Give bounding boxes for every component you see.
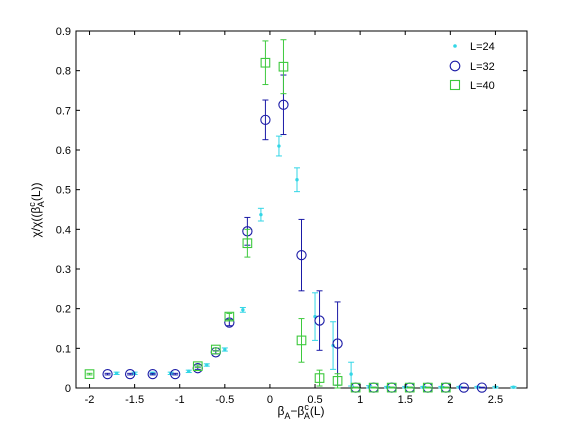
x-tick-label: -1.5 — [125, 394, 144, 406]
y-label-tail: (L)) — [29, 182, 43, 201]
x-axis-label: βA−βc A(L) — [277, 402, 324, 421]
data-point-circle — [102, 368, 113, 380]
y-tick-label: 0.4 — [56, 224, 71, 236]
legend: L=24 L=32 L=40 — [449, 41, 495, 92]
data-point-dot — [205, 363, 209, 367]
y-tick-label: 0.7 — [56, 105, 71, 117]
data-point-dot — [114, 371, 119, 376]
y-label-head: χ/χ((β — [29, 207, 43, 238]
data-point-square — [368, 382, 379, 393]
legend-label-l40: L=40 — [470, 80, 495, 92]
data-point-circle — [296, 249, 307, 261]
data-point-dot — [187, 369, 191, 374]
y-label-sub: A — [36, 201, 46, 207]
x-tick-label: 0 — [267, 394, 273, 406]
data-point-circle — [124, 368, 136, 380]
y-axis-label: χ/χ((βcA(L)) — [27, 182, 46, 237]
series-l40 — [84, 39, 451, 393]
y-tick-label: 0.5 — [56, 185, 71, 197]
data-point-dot — [295, 178, 299, 182]
data-point-dot — [241, 308, 245, 312]
legend-label-l32: L=32 — [470, 61, 495, 73]
data-point-circle — [332, 338, 343, 349]
data-point-dot — [223, 347, 227, 352]
data-point-circle — [476, 382, 488, 393]
x-label-sub2: A — [304, 411, 310, 421]
data-point-circle — [278, 99, 289, 110]
data-point-square — [260, 57, 271, 68]
data-point-square — [242, 238, 253, 249]
data-point-square — [224, 311, 235, 322]
legend-marker-l40 — [449, 79, 461, 91]
data-point-circle — [260, 114, 271, 126]
data-point-square — [314, 373, 325, 383]
x-tick-label: 2 — [447, 394, 453, 406]
data-point-square — [332, 376, 343, 386]
y-tick-label: 0.9 — [56, 26, 71, 38]
data-point-square — [278, 61, 289, 72]
data-point-square — [84, 369, 95, 379]
y-tick-label: 0.2 — [56, 304, 71, 316]
series-layer — [84, 39, 517, 393]
y-tick-label: 0.6 — [56, 145, 71, 157]
x-label-minus: −β — [290, 404, 304, 418]
legend-label-l24: L=24 — [470, 41, 495, 53]
y-tick-label: 0 — [65, 383, 71, 395]
x-label-tail: (L) — [310, 404, 325, 418]
x-label-sub1: A — [284, 411, 290, 421]
data-point-dot — [349, 372, 353, 376]
data-point-circle — [314, 315, 325, 326]
x-tick-label: 1.5 — [398, 394, 413, 406]
y-label-sup: c — [27, 202, 37, 207]
x-label-base: β — [277, 404, 284, 418]
data-point-circle — [170, 368, 181, 380]
data-point-circle — [458, 382, 470, 393]
data-point-dot — [259, 212, 263, 217]
x-tick-label: -0.5 — [215, 394, 234, 406]
data-point-circle — [147, 368, 158, 380]
x-tick-label: 1 — [357, 394, 363, 406]
data-point-dot — [511, 385, 516, 389]
data-point-square — [386, 382, 397, 393]
x-tick-label: 2.5 — [488, 394, 503, 406]
tick-layer: -2 -1.5 -1 -0.5 0 0.5 1 1.5 2 2.5 0 0.1 0.2 0.3 0.4 0.5… — [56, 26, 527, 406]
y-tick-label: 0.3 — [56, 264, 71, 276]
x-label-sup: c — [304, 402, 309, 412]
y-tick-label: 0.8 — [56, 66, 71, 78]
data-point-square — [296, 335, 307, 346]
y-tick-label: 0.1 — [56, 343, 71, 355]
x-tick-label: -1 — [175, 394, 185, 406]
data-point-square — [210, 344, 221, 355]
legend-marker-l32 — [449, 60, 461, 72]
legend-marker-l24 — [453, 44, 457, 48]
x-tick-label: -2 — [85, 394, 95, 406]
x-tick-label: 0.5 — [307, 394, 322, 406]
data-point-square — [192, 361, 203, 372]
data-point-square — [422, 382, 433, 393]
data-point-dot — [277, 144, 281, 148]
